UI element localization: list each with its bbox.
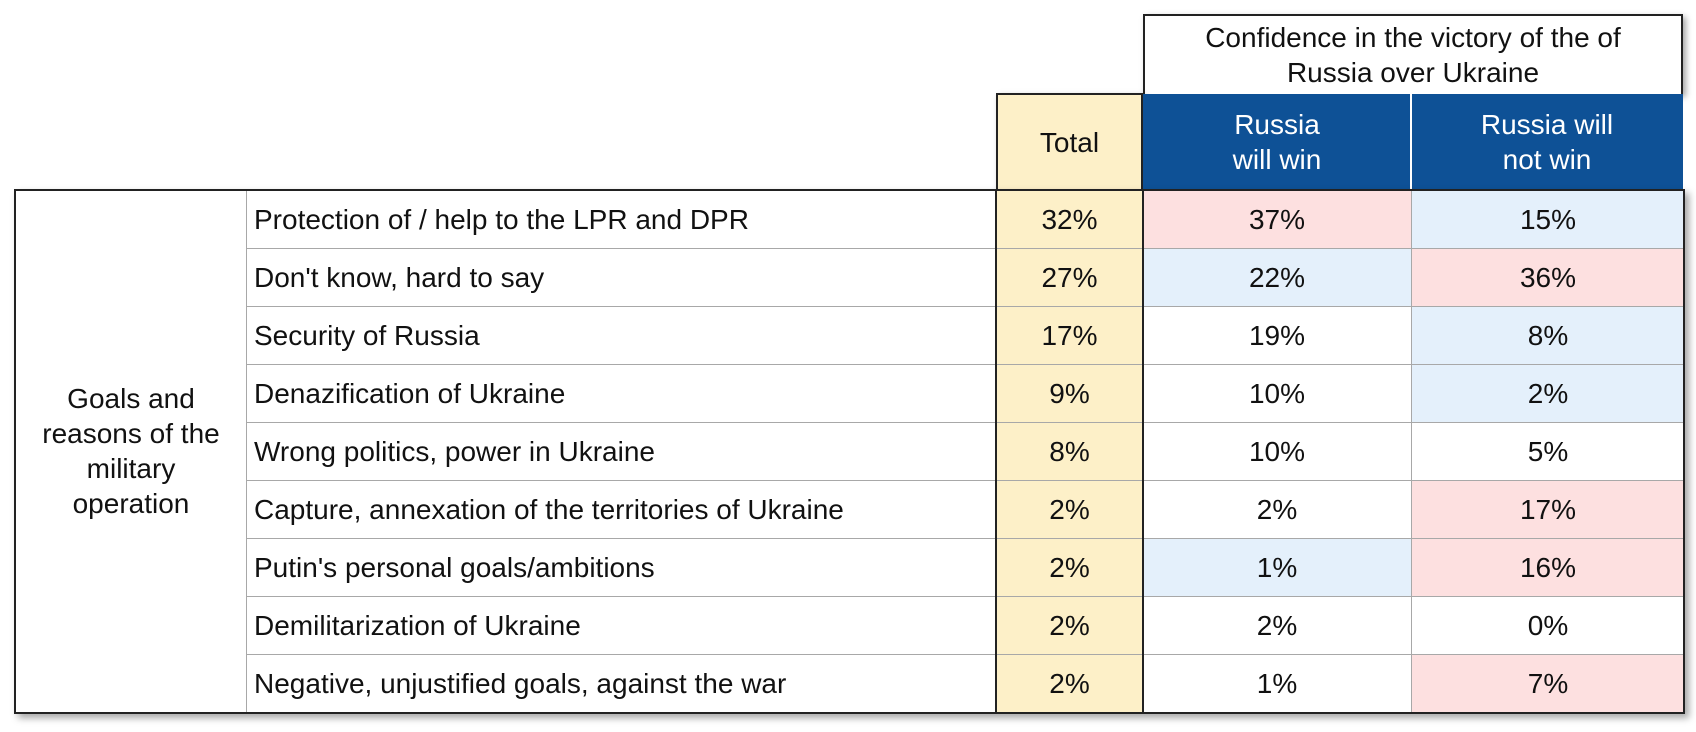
value-cell-notwin: 17%: [1411, 480, 1685, 538]
row-label: Don't know, hard to say: [254, 261, 545, 293]
value-cell-total: 9%: [996, 364, 1143, 422]
row-label: Denazification of Ukraine: [254, 377, 566, 409]
row-divider: [246, 306, 1685, 307]
column-header-russia-will-not-win-label: Russia will not win: [1480, 109, 1614, 175]
value-cell-win: 1%: [1143, 654, 1411, 712]
row-label: Protection of / help to the LPR and DPR: [254, 203, 749, 235]
value-cell-notwin: 7%: [1411, 654, 1685, 712]
value-cell-notwin: 16%: [1411, 538, 1685, 596]
value-cell-total: 17%: [996, 306, 1143, 364]
value-cell-total: 2%: [996, 538, 1143, 596]
value-cell-total: 32%: [996, 190, 1143, 248]
row-divider: [246, 248, 1685, 249]
total-column-border: [1142, 190, 1144, 712]
row-divider: [246, 538, 1685, 539]
row-divider: [246, 654, 1685, 655]
row-divider: [246, 596, 1685, 597]
header-divider: [1410, 94, 1412, 190]
row-label: Putin's personal goals/ambitions: [254, 551, 655, 583]
value-cell-win: 37%: [1143, 190, 1411, 248]
value-cell-total: 2%: [996, 596, 1143, 654]
column-divider: [1411, 190, 1412, 712]
value-cell-total: 2%: [996, 654, 1143, 712]
value-cell-notwin: 15%: [1411, 190, 1685, 248]
value-cell-win: 22%: [1143, 248, 1411, 306]
row-label: Negative, unjustified goals, against the…: [254, 667, 787, 699]
column-header-total-label: Total: [1039, 127, 1100, 158]
value-cell-win: 2%: [1143, 480, 1411, 538]
value-cell-total: 27%: [996, 248, 1143, 306]
row-label: Wrong politics, power in Ukraine: [254, 435, 655, 467]
row-label: Capture, annexation of the territories o…: [254, 493, 844, 525]
value-cell-win: 1%: [1143, 538, 1411, 596]
value-cell-total: 8%: [996, 422, 1143, 480]
column-header-russia-will-not-win: Russia will not win: [1411, 94, 1683, 190]
value-cell-win: 2%: [1143, 596, 1411, 654]
row-label: Security of Russia: [254, 319, 480, 351]
total-column-border: [995, 190, 997, 712]
value-cell-win: 10%: [1143, 364, 1411, 422]
table-frame: [14, 189, 1685, 714]
value-cell-notwin: 36%: [1411, 248, 1685, 306]
column-header-russia-will-win-label: Russia will win: [1232, 109, 1322, 175]
row-group-label-text: Goals and reasons of the military operat…: [42, 383, 220, 519]
group-header: Confidence in the victory of the of Russ…: [1143, 14, 1683, 94]
row-divider: [246, 364, 1685, 365]
value-cell-notwin: 0%: [1411, 596, 1685, 654]
value-cell-win: 10%: [1143, 422, 1411, 480]
value-cell-win: 19%: [1143, 306, 1411, 364]
row-divider: [246, 422, 1685, 423]
column-header-total: Total: [996, 93, 1143, 190]
value-cell-notwin: 5%: [1411, 422, 1685, 480]
row-divider: [246, 480, 1685, 481]
value-cell-notwin: 2%: [1411, 364, 1685, 422]
row-label: Demilitarization of Ukraine: [254, 609, 581, 641]
value-cell-total: 2%: [996, 480, 1143, 538]
group-header-text: Confidence in the victory of the of Russ…: [1205, 22, 1621, 88]
column-header-russia-will-win: Russia will win: [1143, 94, 1411, 190]
row-group-label: Goals and reasons of the military operat…: [16, 190, 246, 712]
column-divider: [246, 190, 247, 712]
value-cell-notwin: 8%: [1411, 306, 1685, 364]
